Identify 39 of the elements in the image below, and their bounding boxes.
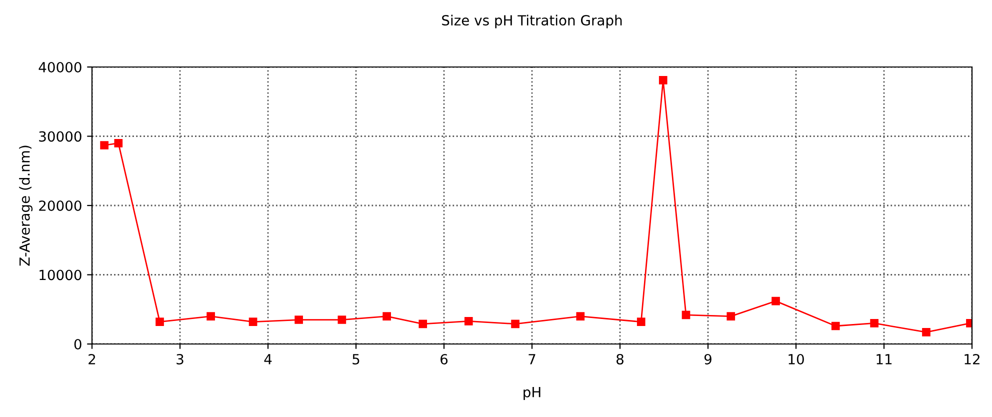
point bbox=[100, 141, 108, 150]
x-tick-label: 8 bbox=[616, 354, 624, 364]
point bbox=[726, 312, 736, 320]
y-tick-label: 40000 bbox=[38, 62, 82, 72]
y-axis-title: Z-Average (d.nm) bbox=[19, 146, 33, 266]
point bbox=[248, 318, 258, 326]
point bbox=[418, 320, 428, 328]
x-tick-label: 7 bbox=[528, 354, 536, 364]
x-tick-label: 10 bbox=[788, 354, 804, 364]
x-tick-label: 9 bbox=[704, 354, 712, 364]
x-tick-label: 12 bbox=[964, 354, 980, 364]
chart-title: Size vs pH Titration Graph bbox=[442, 14, 622, 28]
point bbox=[870, 319, 878, 328]
point bbox=[772, 296, 780, 306]
point bbox=[338, 316, 346, 324]
point bbox=[382, 312, 391, 320]
point bbox=[511, 320, 520, 328]
x-tick-label: 4 bbox=[264, 354, 272, 364]
x-tick-label: 3 bbox=[176, 354, 184, 364]
y-tick-label: 10000 bbox=[40, 270, 82, 280]
point bbox=[636, 318, 646, 326]
x-tick-label: 6 bbox=[440, 354, 448, 364]
point bbox=[576, 312, 585, 320]
point bbox=[831, 322, 840, 330]
x-axis-title: pH bbox=[524, 387, 540, 400]
point bbox=[156, 318, 164, 326]
point bbox=[114, 139, 123, 148]
point bbox=[658, 76, 668, 84]
point bbox=[682, 310, 690, 320]
x-tick-label: 5 bbox=[352, 354, 360, 364]
x-tick-label: 11 bbox=[876, 354, 892, 364]
point bbox=[464, 316, 473, 326]
point bbox=[206, 312, 215, 320]
y-tick-label: 0 bbox=[74, 338, 82, 350]
y-tick-label: 20000 bbox=[39, 200, 82, 211]
point bbox=[294, 316, 303, 324]
y-tick-label: 30000 bbox=[39, 131, 82, 142]
point bbox=[922, 328, 930, 336]
x-tick-label: 2 bbox=[88, 354, 96, 364]
